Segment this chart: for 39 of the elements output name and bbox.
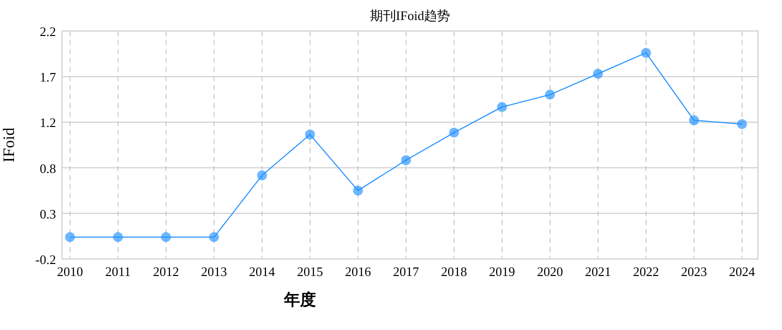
x-tick-label: 2010 <box>57 264 83 279</box>
x-tick-label: 2012 <box>153 264 179 279</box>
point <box>449 128 459 138</box>
x-tick-label: 2019 <box>489 264 515 279</box>
x-axis-title: 年度 <box>283 290 316 309</box>
x-tick-label: 2021 <box>585 264 611 279</box>
y-tick-label: 2.2 <box>40 24 56 39</box>
x-tick-label: 2016 <box>345 264 372 279</box>
point <box>737 119 747 130</box>
x-tick-label: 2023 <box>681 264 707 279</box>
y-tick-label: 0.3 <box>40 206 56 222</box>
point <box>401 155 411 166</box>
point <box>497 102 507 112</box>
point <box>593 68 603 79</box>
y-tick-label: 0.8 <box>40 160 56 176</box>
x-tick-label: 2017 <box>393 264 420 279</box>
x-tick-label: 2014 <box>249 264 276 279</box>
x-tick-label: 2013 <box>201 264 227 279</box>
chart-title: 期刊IFoid趋势 <box>370 8 450 23</box>
point <box>545 90 555 100</box>
x-tick-label: 2024 <box>729 264 756 279</box>
point <box>689 115 699 126</box>
y-tick-label: -0.2 <box>35 252 56 267</box>
point <box>65 232 75 242</box>
x-tick-label: 2015 <box>297 264 323 279</box>
y-axis-title: IFoid <box>1 128 18 162</box>
point <box>209 232 219 242</box>
point <box>305 130 315 140</box>
x-tick-label: 2022 <box>633 264 659 279</box>
point <box>257 170 267 180</box>
y-tick-label: 1.2 <box>40 115 56 130</box>
x-tick-label: 2018 <box>441 264 467 279</box>
point <box>113 232 123 242</box>
point <box>353 186 363 196</box>
point <box>641 48 651 58</box>
y-tick-label: 1.7 <box>40 70 56 85</box>
x-tick-label: 2020 <box>537 264 563 279</box>
point <box>161 232 171 242</box>
x-tick-label: 2011 <box>105 264 131 279</box>
